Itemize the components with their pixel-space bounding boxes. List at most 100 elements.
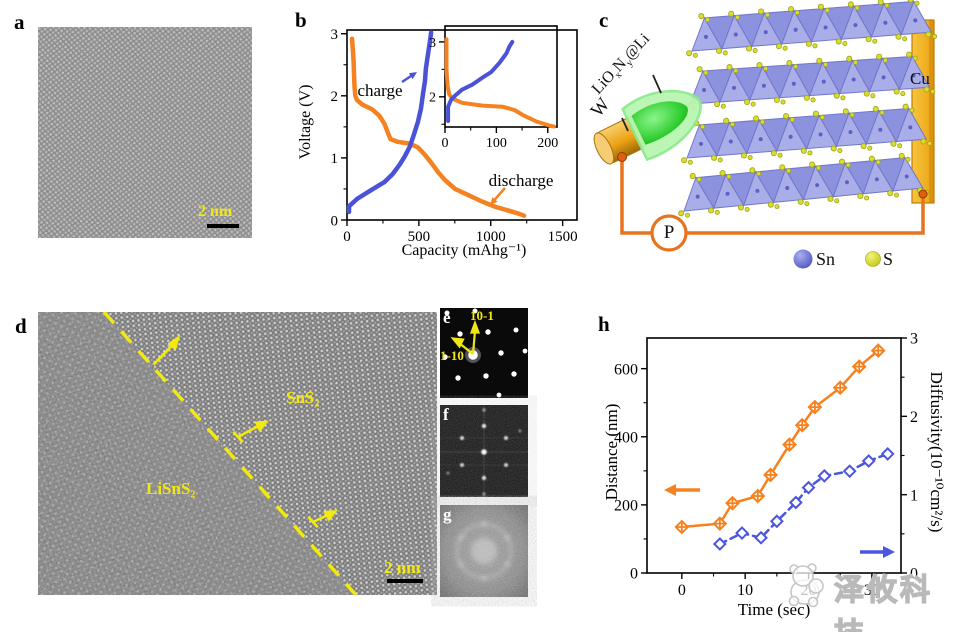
marker-diffusivity: [801, 480, 816, 495]
marker-diffusivity: [817, 468, 832, 483]
phase-boundary-line: [102, 312, 358, 595]
polyhedra-row: [684, 51, 936, 111]
marker-diffusivity: [769, 514, 784, 529]
x-tick-label: 30: [864, 582, 880, 599]
li-core: [631, 101, 688, 145]
series-charge: [346, 30, 434, 215]
panel-b-y-axis-label: Voltage (V): [297, 84, 314, 160]
polyhedra-row: [686, 0, 938, 58]
diffraction-spots: [442, 308, 528, 398]
potentiostat-label: P: [663, 222, 675, 243]
reciprocal-vectors: [450, 319, 481, 355]
lisns2-region-label: LiSnS₂: [146, 479, 196, 498]
x-tick-label: 100: [486, 136, 507, 151]
panel-h-label: h: [598, 312, 610, 336]
panel-d-scalebar: [387, 579, 423, 583]
panel-h-right-axis-label: Diffusivity(10⁻¹⁰cm²/s): [927, 371, 946, 533]
x-tick-label: 500: [408, 229, 431, 245]
y-tick-label: 0: [630, 566, 638, 583]
panel-f-label: f: [443, 405, 449, 424]
x-tick-label: 0: [442, 136, 449, 151]
panel-b-x-axis-label: Capacity (mAhg⁻¹): [401, 242, 527, 259]
marker-diffusivity: [788, 495, 803, 510]
probe-contact-dot: [617, 152, 627, 162]
distance-axis-arrow: [664, 484, 700, 496]
diffraction-pattern: [440, 308, 528, 398]
series-distance: [680, 349, 880, 529]
series-discharge: [444, 37, 556, 129]
marker-diffusivity: [842, 464, 857, 479]
panel-c-label: c: [599, 8, 609, 32]
panel-d-scalebar-text: 2 nm: [384, 558, 421, 577]
series-discharge: [349, 36, 527, 218]
panel-h-left-axis-label: Distance (nm): [602, 403, 621, 501]
x-tick-label: 0: [678, 582, 686, 599]
y-tick-label: 1: [331, 151, 339, 167]
circuit-wire: [620, 157, 925, 235]
polyhedra-row: [681, 103, 933, 165]
charge-annotation: charge: [357, 81, 403, 100]
fft-pattern-amorphous: [440, 505, 528, 597]
y-tick-label: 2: [429, 91, 436, 106]
fft-spots: [446, 408, 522, 496]
vector-10-1-label: 10-1: [470, 308, 494, 323]
vector-1-10-label: 1-10: [440, 348, 464, 363]
marker-diffusivity: [712, 537, 727, 551]
s-legend-sphere: [865, 251, 881, 267]
diffuse-ring: [455, 521, 513, 581]
x-tick-label: 200: [537, 136, 558, 151]
y-tick-label: 2: [331, 89, 339, 105]
panel-d-hrtem-image: SnS₂ LiSnS₂ 2 nm: [38, 312, 437, 595]
x-tick-label: 1000: [476, 229, 506, 245]
x-tick-label: 1500: [548, 229, 578, 245]
polyhedra-row: [678, 152, 929, 218]
x-tick-label: 10: [737, 582, 753, 599]
y-tick-label: 3: [331, 27, 339, 43]
y-tick-label: 600: [614, 361, 638, 378]
w-pointer-line: [621, 117, 629, 132]
charge-arrow: [401, 72, 417, 84]
panel-f-fft: f: [440, 405, 528, 497]
marker-diffusivity: [754, 530, 768, 545]
in-situ-cell-schematic: [593, 0, 938, 269]
tem-lattice-texture: [38, 27, 252, 238]
reaction-front-arrows: [152, 334, 338, 529]
x-tick-label: 0: [343, 229, 351, 245]
panel-a-label: a: [14, 10, 25, 34]
y2-tick-label: 2: [910, 409, 918, 426]
panel-a-tem-image: 2 nm: [38, 27, 252, 238]
plot-frame: [444, 25, 558, 128]
y-tick-label: 3: [429, 36, 436, 51]
diffusivity-axis-arrow: [860, 546, 895, 558]
sn-legend-label: Sn: [816, 249, 836, 269]
sns2-region-label: SnS₂: [286, 388, 320, 407]
coating-pointer-line: [652, 74, 662, 94]
panel-a-scalebar: [207, 224, 239, 228]
y-tick-label: 400: [614, 429, 638, 446]
voltage-capacity-inset-chart: 0 100 200 2 3: [429, 25, 558, 151]
sn-legend-sphere: [793, 249, 813, 269]
panel-b-label: b: [295, 8, 307, 32]
y-tick-label: 0: [331, 213, 339, 229]
plot-frame: [646, 337, 902, 574]
y2-tick-label: 1: [910, 487, 918, 504]
marker-diffusivity: [880, 447, 895, 461]
panel-e-diffraction: e 10-1 1-10: [440, 308, 528, 398]
marker-diffusivity: [861, 454, 876, 468]
cu-label: Cu: [910, 69, 930, 88]
panel-e-label: e: [443, 308, 451, 327]
hrtem-texture: [38, 312, 437, 595]
probe-tip: [593, 89, 702, 165]
panel-d-label: d: [15, 314, 27, 338]
series-diffusivity: [718, 452, 889, 546]
panel-c-schematic: W LiOxNy@Li Cu P Sn S: [587, 0, 953, 270]
watermark-text: 泽攸科技: [833, 572, 933, 632]
cu-contact-dot: [918, 189, 928, 199]
y2-tick-label: 3: [910, 331, 918, 348]
y-tick-label: 200: [614, 497, 638, 514]
discharge-arrow: [490, 187, 506, 205]
panel-g-fft: g: [440, 505, 528, 597]
fft-streaks: [440, 405, 528, 497]
